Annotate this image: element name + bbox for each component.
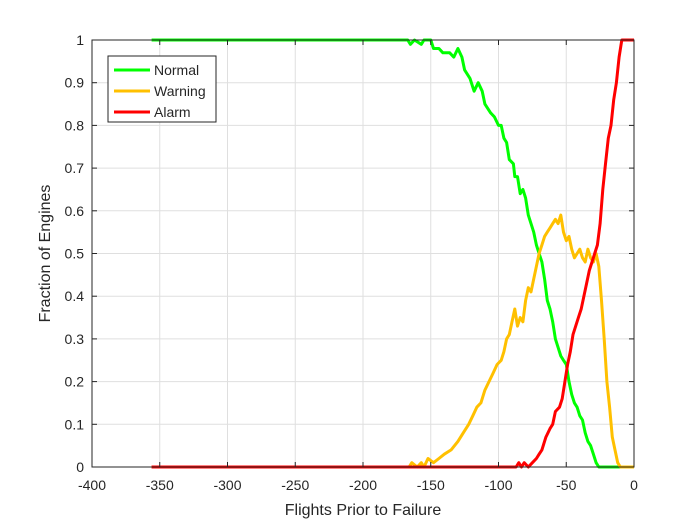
y-tick-label: 0.2 — [65, 374, 85, 390]
x-tick-label: -200 — [349, 477, 377, 493]
y-tick-label: 0.4 — [65, 288, 85, 304]
y-tick-label: 0.6 — [65, 203, 85, 219]
y-tick-label: 0.5 — [65, 246, 85, 262]
grid-lines — [91, 39, 635, 468]
x-tick-label: -50 — [556, 477, 576, 493]
x-tick-label: -100 — [484, 477, 512, 493]
legend: Normal Warning Alarm — [107, 55, 217, 123]
y-tick-label: 0 — [76, 459, 84, 475]
x-tick-label: -300 — [213, 477, 241, 493]
legend-items: Normal Warning Alarm — [114, 62, 206, 120]
series-group — [151, 38, 634, 469]
legend-label-warning: Warning — [154, 83, 206, 99]
x-tick-label: -150 — [417, 477, 445, 493]
x-tick-label: -250 — [281, 477, 309, 493]
y-tick-label: 0.3 — [65, 331, 85, 347]
x-axis-label: Flights Prior to Failure — [285, 502, 442, 519]
legend-label-alarm: Alarm — [154, 104, 191, 120]
x-tick-label: -400 — [78, 477, 106, 493]
series-line-alarm — [151, 38, 634, 469]
y-axis-ticks: 0 0.1 0.2 0.3 0.4 0.5 0.6 0.7 0.8 0.9 1 — [65, 32, 634, 475]
y-tick-label: 0.8 — [65, 117, 85, 133]
y-tick-label: 0.1 — [65, 416, 85, 432]
x-tick-label: 0 — [630, 477, 638, 493]
y-tick-label: 0.9 — [65, 75, 85, 91]
x-axis-ticks: -400 -350 -300 -250 -200 -150 -100 -50 0 — [78, 40, 638, 493]
y-tick-label: 1 — [76, 32, 84, 48]
series-line-normal — [151, 38, 634, 469]
legend-label-normal: Normal — [154, 62, 199, 78]
y-tick-label: 0.7 — [65, 160, 85, 176]
x-tick-label: -350 — [146, 477, 174, 493]
y-axis-label: Fraction of Engines — [37, 185, 54, 323]
